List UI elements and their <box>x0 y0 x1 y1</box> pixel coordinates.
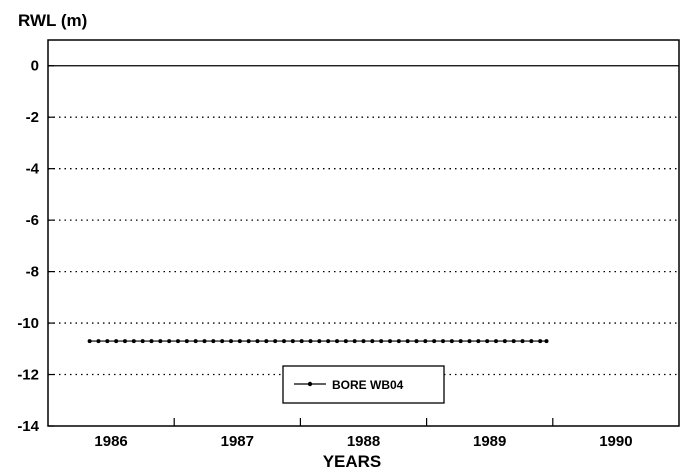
data-point <box>149 339 154 344</box>
gridlines <box>48 65 679 376</box>
x-tick-label: 1989 <box>473 433 506 450</box>
x-axis-title: YEARS <box>323 452 382 470</box>
data-point <box>246 339 251 344</box>
x-tick-label: 1987 <box>221 433 254 450</box>
data-point <box>184 339 189 344</box>
data-point <box>334 339 339 344</box>
data-point <box>317 339 322 344</box>
data-point <box>379 339 384 344</box>
y-tick-label: -2 <box>26 109 39 126</box>
data-point <box>122 339 127 344</box>
x-axis-ticks: 1986 1987 1988 1989 1990 <box>94 418 633 450</box>
plot-frame <box>47 39 680 427</box>
data-point <box>485 339 490 344</box>
y-axis-title: RWL (m) <box>18 11 87 30</box>
y-tick-label: -12 <box>17 367 39 384</box>
data-point <box>96 339 101 344</box>
y-tick-label: 0 <box>31 58 39 75</box>
data-point <box>423 339 428 344</box>
data-point <box>281 339 286 344</box>
x-tick-label: 1986 <box>94 433 127 450</box>
data-point <box>502 339 507 344</box>
data-point <box>370 339 375 344</box>
legend-marker <box>307 381 313 387</box>
data-point <box>193 339 198 344</box>
data-point <box>511 339 516 344</box>
data-point <box>352 339 357 344</box>
data-point <box>520 339 525 344</box>
x-tick-label: 1990 <box>599 433 632 450</box>
data-point <box>114 339 119 344</box>
data-point <box>228 339 233 344</box>
data-point <box>273 339 278 344</box>
data-point <box>167 339 172 344</box>
data-point <box>255 339 260 344</box>
data-point <box>158 339 163 344</box>
y-tick-label: -10 <box>17 315 39 332</box>
data-point <box>140 339 145 344</box>
data-point <box>220 339 225 344</box>
data-point <box>494 339 499 344</box>
data-point <box>290 339 295 344</box>
data-point <box>405 339 410 344</box>
legend: BORE WB04 <box>282 365 445 404</box>
y-tick-label: -14 <box>17 418 39 435</box>
y-tick-label: -8 <box>26 264 39 281</box>
data-point <box>299 339 304 344</box>
data-point <box>343 339 348 344</box>
data-point <box>467 339 472 344</box>
y-tick-label: -4 <box>26 161 40 178</box>
data-point <box>414 339 419 344</box>
data-point <box>264 339 269 344</box>
series-layer <box>87 339 549 344</box>
legend-label: BORE WB04 <box>332 378 404 392</box>
data-point <box>211 339 216 344</box>
data-point <box>131 339 136 344</box>
data-point <box>529 339 534 344</box>
data-point <box>87 339 92 344</box>
data-point <box>388 339 393 344</box>
data-point <box>441 339 446 344</box>
x-tick-label: 1988 <box>347 433 380 450</box>
data-point <box>544 339 549 344</box>
data-point <box>326 339 331 344</box>
data-point <box>175 339 180 344</box>
data-point <box>105 339 110 344</box>
data-point <box>202 339 207 344</box>
data-point <box>237 339 242 344</box>
y-tick-label: -6 <box>26 212 39 229</box>
data-point <box>476 339 481 344</box>
data-point <box>458 339 463 344</box>
data-point <box>538 339 543 344</box>
data-point <box>432 339 437 344</box>
data-point <box>361 339 366 344</box>
data-point <box>396 339 401 344</box>
y-axis-ticks: 0 -2 -4 -6 -8 -10 -12 -14 <box>17 58 54 435</box>
data-point <box>449 339 454 344</box>
data-point <box>308 339 313 344</box>
